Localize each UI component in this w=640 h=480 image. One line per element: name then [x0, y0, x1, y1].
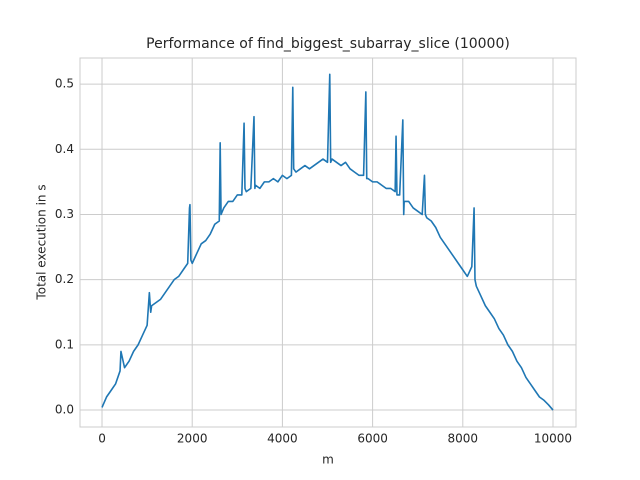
x-axis-label: m [322, 453, 334, 467]
x-tick-label: 0 [98, 432, 106, 446]
x-tick-label: 10000 [534, 432, 572, 446]
data-line [101, 73, 554, 411]
y-tick-label: 0.0 [55, 403, 74, 417]
y-tick-label: 0.5 [55, 77, 74, 91]
y-tick-label: 0.1 [55, 337, 74, 351]
y-tick-label: 0.4 [55, 142, 74, 156]
x-tick-label: 6000 [357, 432, 388, 446]
y-tick-label: 0.2 [55, 272, 74, 286]
x-tick-label: 4000 [267, 432, 298, 446]
x-tick-label: 8000 [448, 432, 479, 446]
chart-title: Performance of find_biggest_subarray_sli… [146, 36, 510, 52]
x-tick-label: 2000 [177, 432, 208, 446]
y-tick-label: 0.3 [55, 207, 74, 221]
y-axis-label: Total execution in s [35, 184, 49, 300]
